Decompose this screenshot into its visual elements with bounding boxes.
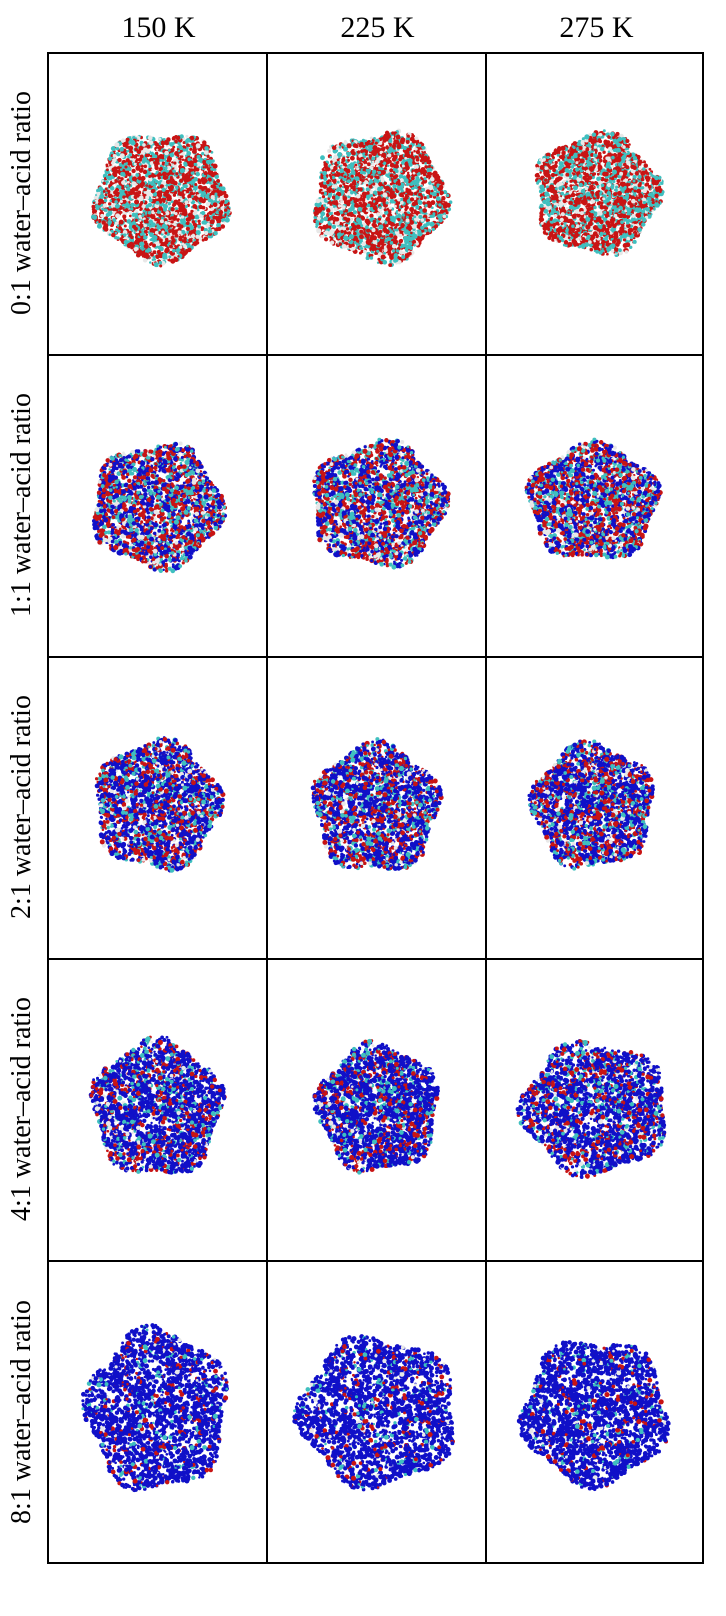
column-header-275k: 275 K [487,8,706,48]
row-label-1-1: 1:1 water–acid ratio [0,354,44,656]
grid-divider [47,958,704,960]
cluster-snapshot [268,54,485,354]
cluster-snapshot [49,1262,266,1562]
row-label-8-1: 8:1 water–acid ratio [0,1260,44,1564]
cluster-snapshot [487,658,704,958]
image-grid [47,52,704,1564]
cluster-snapshot [487,356,704,656]
row-label-0-1: 0:1 water–acid ratio [0,52,44,354]
grid-divider [47,656,704,658]
cluster-snapshot [49,658,266,958]
grid-divider [485,52,487,1564]
column-header-150k: 150 K [49,8,268,48]
cluster-snapshot [268,658,485,958]
grid-divider [47,354,704,356]
row-label-2-1: 2:1 water–acid ratio [0,656,44,958]
cluster-snapshot [49,960,266,1260]
row-label-4-1: 4:1 water–acid ratio [0,958,44,1260]
cluster-snapshot [487,54,704,354]
cluster-snapshot [268,960,485,1260]
cluster-snapshot [49,54,266,354]
cluster-snapshot [487,960,704,1260]
cluster-snapshot [49,356,266,656]
grid-divider [266,52,268,1564]
cluster-snapshot [268,356,485,656]
cluster-snapshot [268,1262,485,1562]
grid-divider [47,1260,704,1262]
column-header-225k: 225 K [268,8,487,48]
cluster-snapshot [487,1262,704,1562]
